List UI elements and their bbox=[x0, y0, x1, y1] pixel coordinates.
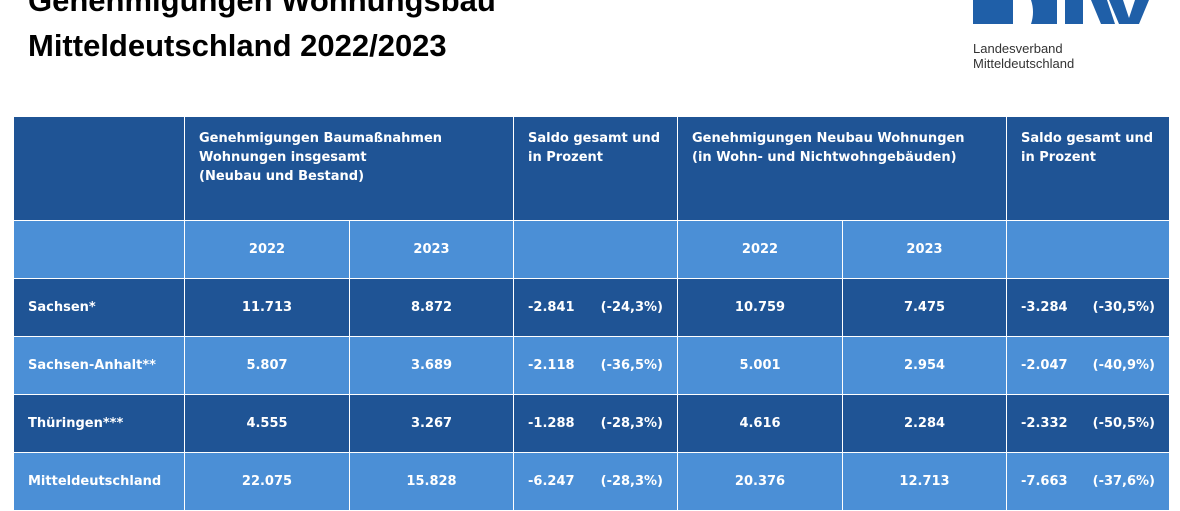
header-saldo-2: Saldo gesamt und in Prozent bbox=[1006, 116, 1171, 221]
saldo-pair: -7.663 (-37,6%) bbox=[1021, 474, 1155, 489]
value-2022-total: 22.075 bbox=[184, 452, 350, 511]
saldo-total-cell: -1.288 (-28,3%) bbox=[513, 394, 679, 453]
saldo-value: -2.332 bbox=[1021, 416, 1068, 431]
saldo-value: -3.284 bbox=[1021, 300, 1068, 315]
saldo-pair: -2.118 (-36,5%) bbox=[528, 358, 663, 373]
saldo-percent: (-28,3%) bbox=[600, 474, 664, 489]
saldo-new-cell: -2.047 (-40,9%) bbox=[1006, 336, 1171, 395]
value-2023-total: 15.828 bbox=[348, 452, 515, 511]
row-label: Sachsen-Anhalt** bbox=[13, 336, 185, 395]
saldo-pair: -2.841 (-24,3%) bbox=[528, 300, 663, 315]
saldo-percent: (-37,6%) bbox=[1092, 474, 1156, 489]
year-empty-cell bbox=[1006, 220, 1171, 279]
saldo-total-cell: -2.841 (-24,3%) bbox=[513, 278, 679, 337]
saldo-total-cell: -6.247 (-28,3%) bbox=[513, 452, 679, 511]
value-2023-total: 3.689 bbox=[348, 336, 515, 395]
logo-subtitle-line-2: Mitteldeutschland bbox=[973, 56, 1075, 71]
saldo-value: -2.047 bbox=[1021, 358, 1068, 373]
year-empty-cell bbox=[13, 220, 185, 279]
saldo-value: -2.841 bbox=[528, 300, 575, 315]
table-row: Sachsen* 11.713 8.872 -2.841 (-24,3%) 10.759 7… bbox=[13, 278, 1171, 337]
row-label: Sachsen* bbox=[13, 278, 185, 337]
value-2023-total: 3.267 bbox=[348, 394, 515, 453]
table-year-row: 2022 2023 2022 2023 bbox=[13, 220, 1171, 279]
saldo-pair: -3.284 (-30,5%) bbox=[1021, 300, 1155, 315]
logo-subtitle: Landesverband Mitteldeutschland bbox=[973, 41, 1074, 71]
saldo-value: -6.247 bbox=[528, 474, 575, 489]
saldo-value: -7.663 bbox=[1021, 474, 1068, 489]
saldo-percent: (-50,5%) bbox=[1092, 416, 1156, 431]
year-header: 2022 bbox=[184, 220, 350, 279]
value-2023-total: 8.872 bbox=[348, 278, 515, 337]
year-header: 2023 bbox=[348, 220, 515, 279]
value-2023-new: 12.713 bbox=[842, 452, 1008, 511]
value-2022-total: 11.713 bbox=[184, 278, 350, 337]
table-row: Thüringen*** 4.555 3.267 -1.288 (-28,3%) 4.61… bbox=[13, 394, 1171, 453]
value-2022-total: 4.555 bbox=[184, 394, 350, 453]
value-2022-new: 4.616 bbox=[677, 394, 844, 453]
value-2022-new: 20.376 bbox=[677, 452, 844, 511]
bfw-logo-mark bbox=[973, 0, 1149, 24]
table-row: Mitteldeutschland 22.075 15.828 -6.247 (-28,… bbox=[13, 452, 1171, 511]
saldo-percent: (-28,3%) bbox=[600, 416, 664, 431]
header-text: Genehmigungen Neubau Wohnungen bbox=[692, 131, 965, 146]
table-body: Sachsen* 11.713 8.872 -2.841 (-24,3%) 10.759 7… bbox=[13, 278, 1171, 511]
saldo-value: -2.118 bbox=[528, 358, 575, 373]
saldo-percent: (-24,3%) bbox=[600, 300, 664, 315]
header-group-new-dwellings: Genehmigungen Neubau Wohnungen (in Wohn-… bbox=[677, 116, 1008, 221]
header-text: Saldo gesamt und bbox=[1021, 131, 1154, 146]
row-label: Mitteldeutschland bbox=[13, 452, 185, 511]
saldo-pair: -2.047 (-40,9%) bbox=[1021, 358, 1155, 373]
saldo-new-cell: -2.332 (-50,5%) bbox=[1006, 394, 1171, 453]
value-2023-new: 2.284 bbox=[842, 394, 1008, 453]
header-text: Genehmigungen Baumaßnahmen bbox=[199, 131, 443, 146]
header-saldo-1: Saldo gesamt und in Prozent bbox=[513, 116, 679, 221]
value-2022-total: 5.807 bbox=[184, 336, 350, 395]
year-header: 2022 bbox=[677, 220, 844, 279]
saldo-pair: -6.247 (-28,3%) bbox=[528, 474, 663, 489]
header-text: Saldo gesamt und bbox=[528, 131, 661, 146]
header-text: (in Wohn- und Nichtwohngebäuden) bbox=[692, 150, 957, 165]
header-text: in Prozent bbox=[528, 150, 603, 165]
page-title: Genehmigungen Wohnungsbau Mitteldeutschl… bbox=[28, 0, 496, 68]
header-group-all-dwellings: Genehmigungen Baumaßnahmen Wohnungen ins… bbox=[183, 116, 515, 221]
saldo-pair: -1.288 (-28,3%) bbox=[528, 416, 663, 431]
title-line-1: Genehmigungen Wohnungsbau bbox=[28, 0, 496, 18]
value-2022-new: 10.759 bbox=[677, 278, 844, 337]
table-header-row: Genehmigungen Baumaßnahmen Wohnungen ins… bbox=[13, 116, 1171, 221]
table-row: Sachsen-Anhalt** 5.807 3.689 -2.118 (-36,5%)… bbox=[13, 336, 1171, 395]
value-2023-new: 2.954 bbox=[842, 336, 1008, 395]
saldo-value: -1.288 bbox=[528, 416, 575, 431]
year-empty-cell bbox=[513, 220, 679, 279]
saldo-new-cell: -7.663 (-37,6%) bbox=[1006, 452, 1171, 511]
saldo-total-cell: -2.118 (-36,5%) bbox=[513, 336, 679, 395]
permits-table: Genehmigungen Baumaßnahmen Wohnungen ins… bbox=[13, 116, 1171, 511]
saldo-percent: (-36,5%) bbox=[600, 358, 664, 373]
header-text: in Prozent bbox=[1021, 150, 1096, 165]
header-text: Wohnungen insgesamt bbox=[199, 150, 367, 165]
header-text: (Neubau und Bestand) bbox=[199, 169, 365, 184]
title-line-2: Mitteldeutschland 2022/2023 bbox=[28, 28, 447, 63]
saldo-percent: (-30,5%) bbox=[1092, 300, 1156, 315]
saldo-percent: (-40,9%) bbox=[1092, 358, 1156, 373]
row-label: Thüringen*** bbox=[13, 394, 185, 453]
value-2023-new: 7.475 bbox=[842, 278, 1008, 337]
value-2022-new: 5.001 bbox=[677, 336, 844, 395]
year-header: 2023 bbox=[842, 220, 1008, 279]
header-empty-cell bbox=[13, 116, 185, 221]
logo-subtitle-line-1: Landesverband bbox=[973, 41, 1063, 56]
saldo-pair: -2.332 (-50,5%) bbox=[1021, 416, 1155, 431]
saldo-new-cell: -3.284 (-30,5%) bbox=[1006, 278, 1171, 337]
bfw-logo: Landesverband Mitteldeutschland bbox=[968, 0, 1158, 80]
